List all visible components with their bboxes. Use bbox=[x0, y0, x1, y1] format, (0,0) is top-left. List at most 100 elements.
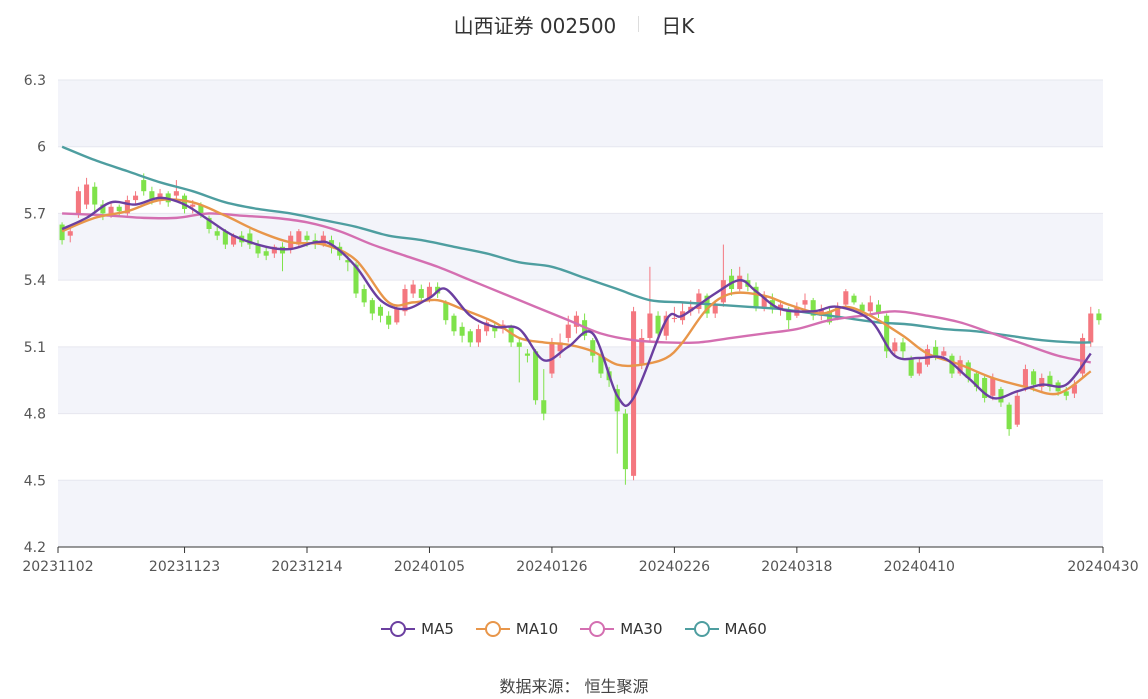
candle-body bbox=[492, 326, 498, 332]
y-tick-label: 6 bbox=[37, 140, 46, 156]
grid-band bbox=[58, 346, 1103, 414]
candle-body bbox=[802, 300, 808, 305]
candle-body bbox=[941, 351, 947, 356]
candle-body bbox=[190, 204, 196, 207]
candle-body bbox=[369, 300, 375, 314]
candle-body bbox=[345, 260, 351, 263]
candle-body bbox=[655, 315, 661, 334]
candle-body bbox=[916, 362, 922, 374]
candle-body bbox=[524, 353, 530, 356]
candle-body bbox=[304, 235, 310, 241]
candle-body bbox=[933, 346, 939, 356]
candle-body bbox=[810, 300, 816, 316]
candle-body bbox=[67, 231, 73, 236]
candle-body bbox=[296, 231, 302, 245]
candle-body bbox=[1006, 404, 1012, 430]
candle-body bbox=[1096, 313, 1102, 321]
candle-body bbox=[631, 311, 637, 476]
legend-item-ma30[interactable]: MA30 bbox=[580, 620, 663, 638]
y-tick-label: 6.3 bbox=[24, 73, 46, 89]
ma60-line bbox=[61, 145, 1091, 344]
y-tick-label: 4.2 bbox=[24, 540, 46, 556]
candle-body bbox=[1039, 377, 1045, 387]
legend-item-ma5[interactable]: MA5 bbox=[381, 620, 454, 638]
candle-body bbox=[712, 304, 718, 314]
candle-body bbox=[377, 306, 384, 316]
candle-body bbox=[100, 204, 106, 214]
legend-label-ma5: MA5 bbox=[421, 620, 454, 638]
candle-body bbox=[418, 289, 424, 298]
legend-swatch-ma10 bbox=[475, 621, 510, 637]
candle-body bbox=[116, 206, 122, 212]
candle-body bbox=[394, 309, 400, 323]
candle-body bbox=[696, 293, 702, 310]
candle-body bbox=[786, 311, 792, 321]
candle-body bbox=[410, 284, 416, 294]
legend-item-ma60[interactable]: MA60 bbox=[684, 620, 767, 638]
candle-body bbox=[230, 235, 237, 245]
x-tick-label: 20231102 bbox=[22, 559, 93, 575]
chart-period: 日K bbox=[661, 13, 695, 38]
x-tick-label: 20240318 bbox=[761, 559, 832, 575]
candle-body bbox=[1080, 337, 1086, 374]
candle-body bbox=[141, 180, 147, 192]
candle-body bbox=[777, 304, 784, 310]
candle-body bbox=[361, 289, 367, 303]
x-tick-label: 20240226 bbox=[639, 559, 710, 575]
legend-label-ma30: MA30 bbox=[620, 620, 663, 638]
x-tick-label: 20240126 bbox=[516, 559, 587, 575]
x-tick-label: 20231214 bbox=[271, 559, 342, 575]
candle-body bbox=[688, 306, 694, 312]
y-tick-label: 4.5 bbox=[24, 473, 46, 489]
candle-body bbox=[59, 224, 65, 241]
candle-body bbox=[573, 315, 579, 327]
candle-body bbox=[590, 340, 596, 356]
candle-body bbox=[843, 291, 849, 305]
candle-body bbox=[133, 195, 139, 201]
candle-body bbox=[124, 200, 130, 214]
candle-body bbox=[1014, 395, 1020, 425]
candle-body bbox=[892, 342, 898, 352]
title-separator bbox=[638, 16, 640, 32]
legend-swatch-ma60 bbox=[684, 621, 719, 637]
candle-body bbox=[908, 357, 914, 376]
legend-item-ma10[interactable]: MA10 bbox=[475, 620, 558, 638]
candle-body bbox=[541, 400, 547, 414]
candle-body bbox=[108, 206, 114, 214]
grid-band bbox=[58, 80, 1103, 147]
candle-body bbox=[214, 231, 220, 236]
candle-body bbox=[557, 342, 563, 352]
candle-body bbox=[1031, 371, 1037, 385]
candle-body bbox=[753, 286, 759, 307]
candle-body bbox=[353, 264, 359, 294]
candle-body bbox=[84, 184, 90, 205]
y-tick-label: 5.1 bbox=[24, 340, 46, 356]
candle-body bbox=[884, 315, 890, 352]
x-tick-label: 20240430 bbox=[1067, 559, 1138, 575]
candle-body bbox=[475, 329, 481, 343]
candle-body bbox=[533, 351, 539, 401]
ma30-line bbox=[62, 212, 1091, 364]
candle-body bbox=[982, 377, 988, 399]
legend-swatch-ma30 bbox=[580, 621, 615, 637]
legend-label-ma60: MA60 bbox=[724, 620, 767, 638]
candle-body bbox=[173, 191, 179, 196]
x-tick-label: 20231123 bbox=[149, 559, 220, 575]
candle-body bbox=[320, 235, 326, 245]
candle-body bbox=[867, 302, 873, 312]
candle-body bbox=[663, 315, 669, 336]
candle-body bbox=[622, 413, 628, 470]
candle-body bbox=[443, 302, 449, 321]
candle-body bbox=[990, 377, 996, 396]
candle-body bbox=[1047, 375, 1053, 387]
chart-title: 山西证券 002500 bbox=[453, 13, 617, 38]
candle-body bbox=[467, 331, 473, 343]
candle-body bbox=[720, 280, 726, 303]
candle-body bbox=[271, 246, 277, 254]
ma5-line bbox=[61, 196, 1092, 407]
candle-body bbox=[149, 191, 155, 201]
candle-body bbox=[222, 231, 228, 245]
chart-legend: MA5 MA10 MA30 MA60 bbox=[0, 620, 1148, 638]
grid-band bbox=[58, 480, 1103, 547]
